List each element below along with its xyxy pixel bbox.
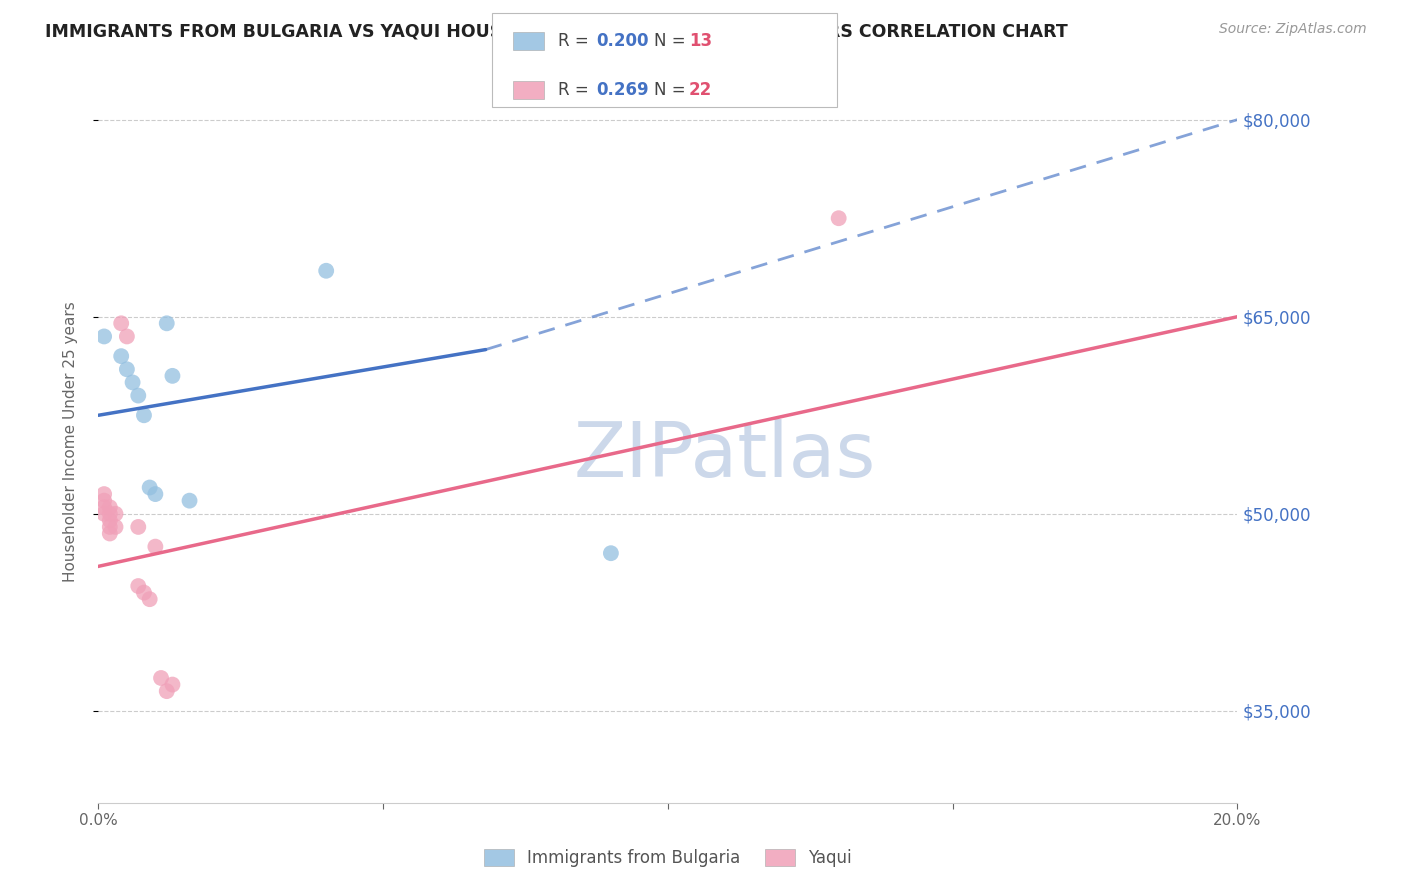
- Point: [98, 526, 121, 541]
- Point: [138, 592, 160, 607]
- Point: [150, 671, 173, 685]
- Point: [156, 316, 179, 330]
- Text: 0.269: 0.269: [596, 81, 648, 99]
- Point: [115, 329, 138, 343]
- Point: [600, 546, 623, 560]
- Point: [93, 507, 115, 521]
- Point: [104, 520, 127, 534]
- Legend: Immigrants from Bulgaria, Yaqui: Immigrants from Bulgaria, Yaqui: [477, 842, 859, 874]
- Text: 13: 13: [689, 32, 711, 50]
- Point: [93, 329, 115, 343]
- Text: R =: R =: [558, 81, 595, 99]
- Point: [110, 349, 132, 363]
- Point: [127, 388, 149, 402]
- Text: N =: N =: [654, 81, 690, 99]
- Y-axis label: Householder Income Under 25 years: Householder Income Under 25 years: [63, 301, 77, 582]
- Point: [127, 579, 149, 593]
- Point: [98, 513, 121, 527]
- Point: [162, 368, 184, 383]
- Point: [315, 264, 337, 278]
- Point: [121, 376, 143, 390]
- Text: IMMIGRANTS FROM BULGARIA VS YAQUI HOUSEHOLDER INCOME UNDER 25 YEARS CORRELATION : IMMIGRANTS FROM BULGARIA VS YAQUI HOUSEH…: [45, 22, 1067, 40]
- Point: [132, 585, 155, 599]
- Point: [145, 487, 167, 501]
- Text: R =: R =: [558, 32, 595, 50]
- Point: [110, 316, 132, 330]
- Point: [156, 684, 179, 698]
- Point: [93, 493, 115, 508]
- Point: [93, 487, 115, 501]
- Point: [115, 362, 138, 376]
- Point: [145, 540, 167, 554]
- Point: [179, 493, 201, 508]
- Text: 22: 22: [689, 81, 713, 99]
- Point: [104, 507, 127, 521]
- Point: [98, 520, 121, 534]
- Point: [127, 520, 149, 534]
- Point: [132, 409, 155, 423]
- Point: [98, 500, 121, 515]
- Text: 0.200: 0.200: [596, 32, 648, 50]
- Text: N =: N =: [654, 32, 690, 50]
- Text: ZIPatlas: ZIPatlas: [574, 419, 876, 493]
- Point: [162, 677, 184, 691]
- Point: [93, 500, 115, 515]
- Text: Source: ZipAtlas.com: Source: ZipAtlas.com: [1219, 22, 1367, 37]
- Point: [98, 507, 121, 521]
- Point: [828, 211, 851, 226]
- Point: [138, 481, 160, 495]
